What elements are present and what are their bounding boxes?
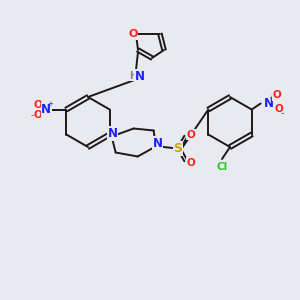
Text: N: N bbox=[135, 70, 145, 83]
Text: O: O bbox=[274, 104, 283, 115]
Text: O: O bbox=[34, 100, 43, 110]
Text: N: N bbox=[264, 97, 274, 110]
Text: O: O bbox=[272, 91, 281, 100]
Text: +: + bbox=[47, 101, 53, 107]
Text: O: O bbox=[128, 29, 138, 39]
Text: N: N bbox=[108, 127, 118, 140]
Text: O: O bbox=[186, 158, 195, 167]
Text: Cl: Cl bbox=[216, 162, 228, 172]
Text: N: N bbox=[41, 103, 51, 116]
Text: S: S bbox=[173, 142, 182, 155]
Text: -: - bbox=[281, 109, 284, 118]
Text: N: N bbox=[153, 137, 163, 150]
Text: O: O bbox=[186, 130, 195, 140]
Text: O: O bbox=[34, 110, 43, 121]
Text: +: + bbox=[269, 95, 274, 101]
Text: H: H bbox=[129, 71, 137, 81]
Text: -: - bbox=[31, 110, 34, 121]
